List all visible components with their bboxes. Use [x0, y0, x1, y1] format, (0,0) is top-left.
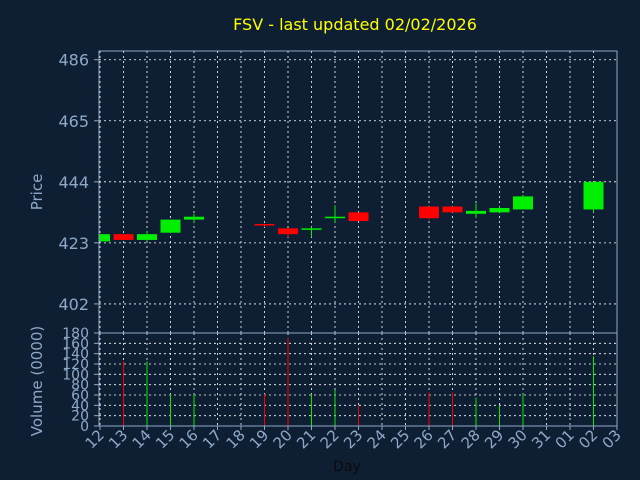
volume-tick-label: 40 — [71, 398, 89, 414]
candle-up — [583, 181, 604, 210]
candle-up — [466, 210, 486, 214]
volume-bars — [123, 338, 594, 426]
candle-down — [419, 206, 439, 219]
price-tick-label: 486 — [58, 51, 89, 70]
candle-up — [513, 196, 533, 210]
candle-up — [137, 234, 157, 240]
volume-tick-label: 100 — [62, 367, 89, 383]
volume-tick-label: 120 — [62, 357, 89, 373]
price-panel: 402 423 444 465 486 Price — [28, 50, 618, 334]
candle-up — [100, 234, 110, 242]
candle-down — [254, 223, 275, 226]
candle-down — [113, 234, 134, 240]
candle-down — [442, 206, 463, 213]
price-tick-label: 465 — [58, 112, 89, 131]
volume-tick-label: 60 — [71, 388, 89, 404]
x-axis-label: Day — [333, 459, 361, 475]
price-tick-label: 444 — [58, 173, 89, 192]
x-tick-labels: 1213141516171819202122232425262728293031… — [82, 426, 625, 452]
candle-up — [325, 216, 345, 219]
volume-axis-label: Volume (0000) — [28, 326, 46, 436]
candle-down — [278, 228, 298, 235]
candles — [99, 181, 604, 242]
candle-down — [348, 212, 369, 222]
volume-tick-label: 80 — [71, 378, 89, 394]
candle-up — [160, 219, 181, 233]
volume-grid — [99, 333, 617, 426]
candle-up — [184, 216, 204, 220]
price-y-ticks: 402 423 444 465 486 — [58, 51, 99, 314]
candle-up — [301, 228, 322, 230]
price-grid — [99, 51, 617, 333]
price-axis-label: Price — [28, 174, 46, 211]
price-tick-label: 402 — [58, 295, 89, 314]
price-tick-label: 423 — [58, 234, 89, 253]
volume-tick-label: 140 — [62, 347, 89, 363]
volume-tick-label: 180 — [62, 326, 89, 342]
volume-tick-label: 160 — [62, 336, 89, 352]
candle-up — [489, 207, 510, 213]
volume-tick-label: 20 — [71, 409, 89, 425]
chart-title: FSV - last updated 02/02/2026 — [233, 15, 477, 34]
volume-tick-label: 0 — [80, 419, 89, 435]
